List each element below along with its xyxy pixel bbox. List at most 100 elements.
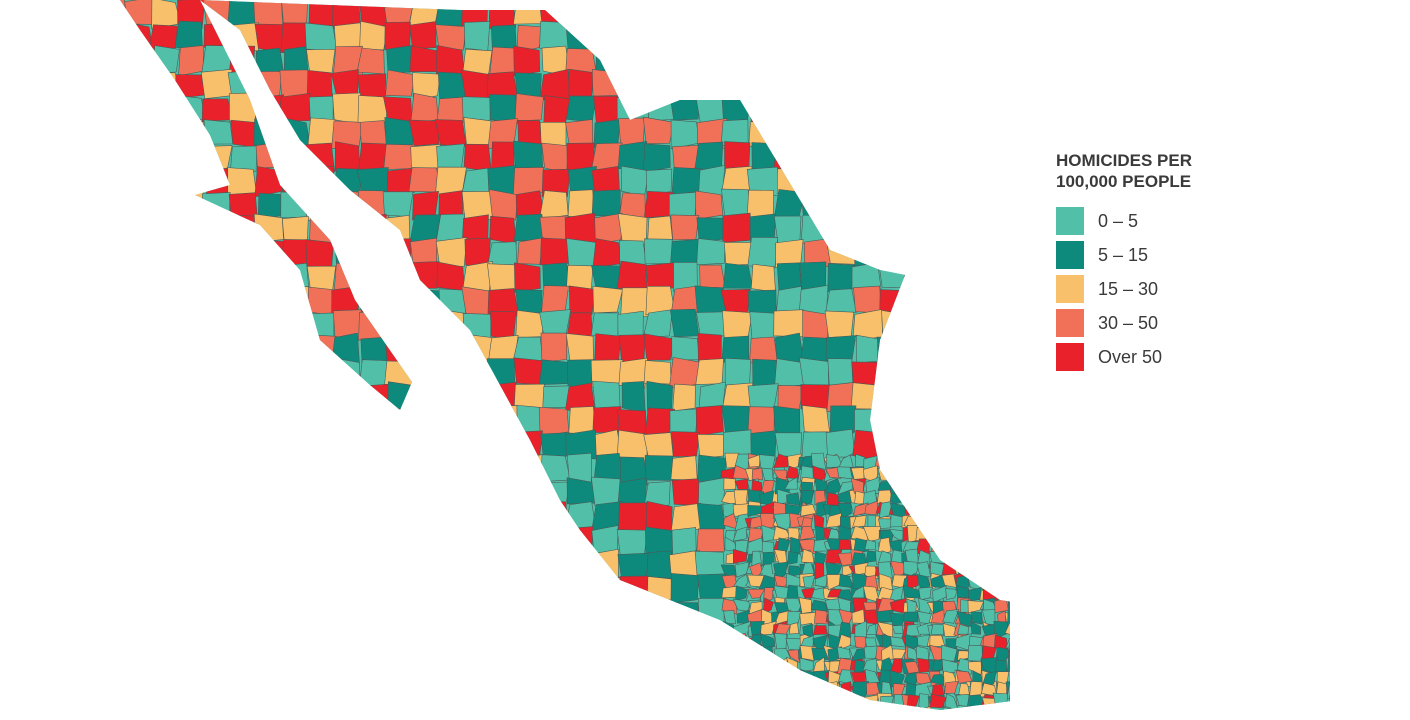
- municipality: [932, 469, 945, 479]
- municipality: [462, 407, 488, 437]
- municipality: [436, 525, 463, 557]
- municipality: [120, 261, 129, 290]
- municipality: [1008, 121, 1010, 148]
- municipality: [1007, 452, 1010, 484]
- municipality: [903, 237, 933, 269]
- municipality: [201, 98, 233, 122]
- municipality: [461, 529, 492, 558]
- municipality: [252, 240, 285, 266]
- municipality: [516, 25, 544, 54]
- municipality: [517, 120, 543, 145]
- municipality: [890, 476, 903, 495]
- municipality: [982, 489, 995, 506]
- municipality: [889, 658, 903, 674]
- municipality: [120, 333, 125, 364]
- municipality: [981, 333, 1010, 364]
- municipality: [229, 92, 260, 124]
- municipality: [982, 239, 1010, 267]
- municipality: [227, 167, 258, 196]
- municipality: [387, 381, 412, 410]
- municipality: [827, 263, 856, 293]
- municipality: [878, 500, 893, 519]
- municipality: [228, 647, 260, 678]
- municipality: [967, 515, 985, 528]
- municipality: [851, 97, 883, 125]
- municipality: [306, 476, 334, 507]
- municipality: [747, 454, 761, 468]
- municipality: [621, 620, 649, 650]
- municipality: [409, 431, 437, 460]
- municipality: [1008, 214, 1010, 245]
- municipality: [253, 287, 283, 317]
- municipality: [1007, 537, 1010, 556]
- municipality: [305, 359, 336, 389]
- municipality: [798, 44, 832, 75]
- municipality: [435, 383, 463, 412]
- municipality: [513, 453, 545, 482]
- municipality: [177, 215, 207, 242]
- municipality: [149, 241, 179, 269]
- municipality: [176, 620, 205, 651]
- municipality: [957, 308, 987, 340]
- municipality: [412, 404, 440, 438]
- municipality: [541, 168, 571, 198]
- municipality: [201, 192, 231, 219]
- municipality: [801, 93, 830, 125]
- municipality: [747, 588, 766, 599]
- municipality: [747, 644, 761, 664]
- municipality: [232, 529, 259, 556]
- municipality: [749, 0, 776, 28]
- municipality: [890, 465, 904, 480]
- municipality: [877, 20, 909, 54]
- municipality: [436, 96, 467, 123]
- municipality: [175, 406, 205, 436]
- municipality: [695, 21, 725, 53]
- municipality: [125, 117, 152, 146]
- municipality: [203, 621, 234, 648]
- municipality: [590, 648, 623, 678]
- municipality: [304, 22, 338, 52]
- municipality: [175, 237, 204, 265]
- municipality: [148, 356, 181, 389]
- municipality: [386, 261, 414, 290]
- municipality: [695, 190, 724, 220]
- legend-swatch: [1056, 309, 1084, 337]
- municipality: [282, 429, 310, 459]
- municipality: [568, 68, 595, 99]
- municipality: [436, 622, 467, 650]
- municipality: [803, 21, 831, 51]
- municipality: [748, 682, 763, 697]
- municipality: [465, 454, 492, 485]
- municipality: [200, 501, 231, 532]
- municipality: [670, 308, 700, 338]
- municipality: [849, 704, 867, 718]
- municipality: [929, 44, 961, 77]
- municipality: [384, 117, 414, 148]
- municipality: [540, 575, 567, 606]
- municipality: [801, 681, 814, 696]
- municipality: [903, 611, 919, 623]
- municipality: [983, 466, 995, 483]
- municipality: [177, 308, 207, 339]
- municipality: [569, 285, 596, 316]
- legend-swatch: [1056, 207, 1084, 235]
- municipality: [825, 428, 856, 458]
- municipality: [733, 673, 750, 685]
- municipality: [825, 466, 842, 479]
- municipality: [930, 308, 960, 341]
- municipality: [384, 625, 413, 651]
- municipality: [695, 405, 724, 437]
- municipality: [958, 118, 987, 146]
- municipality: [826, 574, 844, 591]
- municipality: [513, 0, 545, 25]
- municipality: [969, 704, 983, 720]
- municipality: [227, 0, 258, 28]
- municipality: [828, 71, 858, 99]
- municipality: [699, 671, 726, 698]
- municipality: [331, 452, 363, 486]
- municipality: [176, 284, 207, 316]
- municipality: [462, 428, 490, 461]
- municipality: [644, 69, 675, 99]
- municipality: [1007, 21, 1010, 53]
